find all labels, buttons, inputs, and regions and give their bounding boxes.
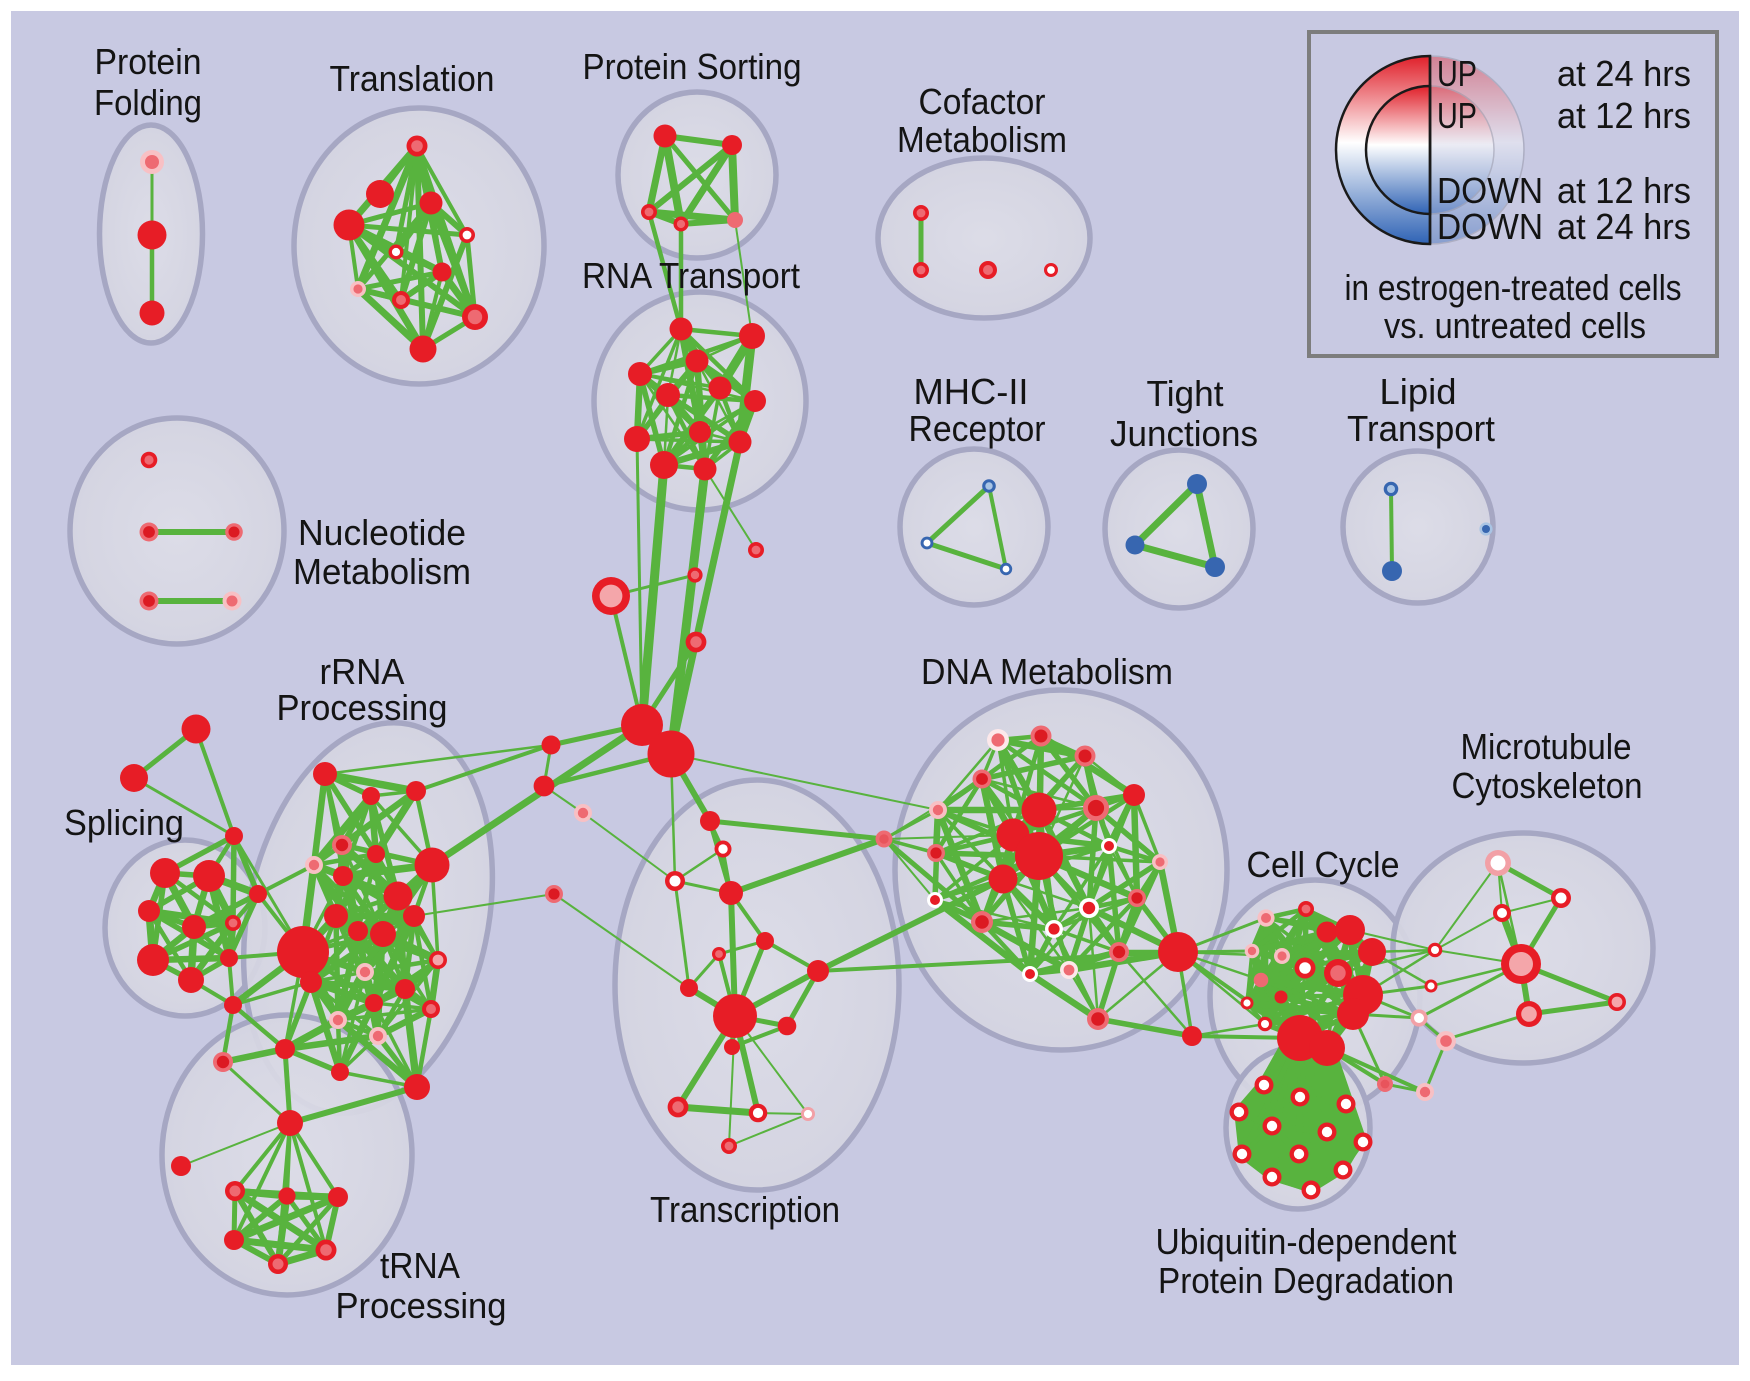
svg-text:Processing: Processing xyxy=(277,687,448,728)
svg-text:UP: UP xyxy=(1437,95,1477,136)
svg-text:at 12 hrs: at 12 hrs xyxy=(1557,170,1691,211)
svg-text:Splicing: Splicing xyxy=(64,802,184,843)
svg-text:Transcription: Transcription xyxy=(650,1189,840,1230)
svg-text:DOWN: DOWN xyxy=(1437,206,1543,247)
svg-text:Junctions: Junctions xyxy=(1110,413,1258,454)
svg-text:Metabolism: Metabolism xyxy=(293,551,471,592)
svg-text:Nucleotide: Nucleotide xyxy=(298,512,466,553)
svg-text:Processing: Processing xyxy=(336,1285,507,1326)
svg-text:UP: UP xyxy=(1437,53,1477,94)
svg-text:Cell Cycle: Cell Cycle xyxy=(1247,844,1400,885)
svg-text:Protein: Protein xyxy=(95,41,202,82)
svg-text:Ubiquitin-dependent: Ubiquitin-dependent xyxy=(1156,1221,1457,1262)
svg-text:Folding: Folding xyxy=(94,82,202,123)
svg-text:tRNA: tRNA xyxy=(380,1245,461,1286)
svg-text:in estrogen-treated cells: in estrogen-treated cells xyxy=(1345,267,1682,308)
svg-text:Cofactor: Cofactor xyxy=(919,81,1046,122)
svg-text:rRNA: rRNA xyxy=(320,651,406,692)
svg-text:Translation: Translation xyxy=(330,58,495,99)
svg-text:at 12 hrs: at 12 hrs xyxy=(1557,95,1691,136)
svg-text:MHC-II: MHC-II xyxy=(914,371,1029,412)
svg-text:Cytoskeleton: Cytoskeleton xyxy=(1452,765,1643,806)
svg-text:Transport: Transport xyxy=(1347,408,1495,449)
svg-text:vs. untreated cells: vs. untreated cells xyxy=(1384,305,1646,346)
svg-text:Protein Sorting: Protein Sorting xyxy=(583,46,802,87)
svg-text:DNA Metabolism: DNA Metabolism xyxy=(921,651,1173,692)
svg-text:at 24 hrs: at 24 hrs xyxy=(1557,53,1691,94)
svg-text:Microtubule: Microtubule xyxy=(1461,726,1632,767)
svg-text:at 24 hrs: at 24 hrs xyxy=(1557,206,1691,247)
svg-text:DOWN: DOWN xyxy=(1437,170,1543,211)
svg-text:Metabolism: Metabolism xyxy=(897,119,1067,160)
svg-text:Receptor: Receptor xyxy=(909,408,1046,449)
svg-text:Lipid: Lipid xyxy=(1380,371,1457,412)
svg-text:Protein Degradation: Protein Degradation xyxy=(1158,1260,1454,1301)
svg-text:Tight: Tight xyxy=(1147,373,1224,414)
svg-text:RNA Transport: RNA Transport xyxy=(582,255,800,296)
